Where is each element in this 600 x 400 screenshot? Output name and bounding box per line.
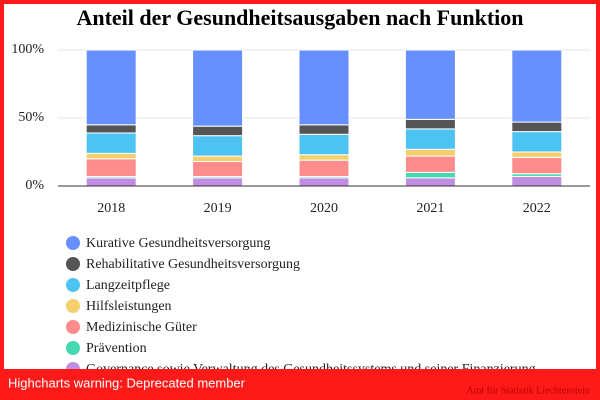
x-tick-label: 2019 bbox=[204, 201, 232, 216]
legend-label: Prävention bbox=[86, 341, 147, 356]
bar-segment bbox=[404, 49, 456, 120]
bar-segment bbox=[298, 124, 350, 135]
bar-segment bbox=[511, 131, 563, 153]
warning-text: Highcharts warning: Deprecated member bbox=[8, 375, 246, 390]
bar-segment bbox=[298, 177, 350, 187]
bar-segment bbox=[511, 151, 563, 158]
y-tick-label: 50% bbox=[18, 110, 44, 125]
bar-segment bbox=[511, 49, 563, 123]
legend-symbol bbox=[66, 320, 80, 334]
x-tick-label: 2021 bbox=[416, 201, 444, 216]
bar-segment bbox=[404, 148, 456, 157]
bar-segment bbox=[192, 161, 244, 177]
bar-segment bbox=[85, 49, 137, 126]
bar-segment bbox=[85, 158, 137, 177]
y-tick-label: 100% bbox=[11, 42, 44, 57]
x-tick-label: 2020 bbox=[310, 201, 338, 216]
legend-label: Hilfsleistungen bbox=[86, 299, 172, 314]
bar-segment bbox=[85, 152, 137, 160]
chart-title: Anteil der Gesundheitsausgaben nach Funk… bbox=[76, 5, 523, 30]
bar-segment bbox=[85, 124, 137, 134]
bar-segment bbox=[298, 133, 350, 156]
bar-segment bbox=[511, 175, 563, 187]
legend-symbol bbox=[66, 278, 80, 292]
bar-segment bbox=[404, 128, 456, 150]
legend-label: Langzeitpflege bbox=[86, 278, 170, 293]
bar-segment bbox=[192, 135, 244, 157]
bar-segment bbox=[192, 125, 244, 137]
legend-symbol bbox=[66, 299, 80, 313]
legend-label: Kurative Gesundheitsversorgung bbox=[86, 236, 270, 251]
bar-segment bbox=[298, 49, 350, 126]
credits: Amt für Statistik Liechtenstein bbox=[466, 385, 590, 396]
bar-segment bbox=[511, 156, 563, 175]
bar-segment bbox=[298, 154, 350, 161]
bar-segment bbox=[404, 171, 456, 179]
legend-symbol bbox=[66, 236, 80, 250]
bar-segment bbox=[404, 118, 456, 130]
legend-symbol bbox=[66, 257, 80, 271]
bar-segment bbox=[404, 177, 456, 187]
bar-segment bbox=[511, 121, 563, 133]
legend-label: Medizinische Güter bbox=[86, 320, 197, 335]
bar-segment bbox=[192, 155, 244, 163]
y-tick-label: 0% bbox=[25, 178, 44, 193]
bar-segment bbox=[85, 177, 137, 187]
bar-segment bbox=[85, 132, 137, 154]
legend-symbol bbox=[66, 341, 80, 355]
x-tick-label: 2022 bbox=[523, 201, 551, 216]
warning-banner bbox=[0, 369, 600, 400]
bar-segment bbox=[298, 159, 350, 177]
legend-label: Rehabilitative Gesundheitsversorgung bbox=[86, 257, 300, 272]
plot: 0% 50% 100% 2018 2019 2020 2021 2022 bbox=[11, 42, 590, 216]
bar-segment bbox=[404, 155, 456, 173]
bar-segment bbox=[192, 177, 244, 187]
x-tick-label: 2018 bbox=[97, 201, 125, 216]
bar-segment bbox=[192, 49, 244, 127]
